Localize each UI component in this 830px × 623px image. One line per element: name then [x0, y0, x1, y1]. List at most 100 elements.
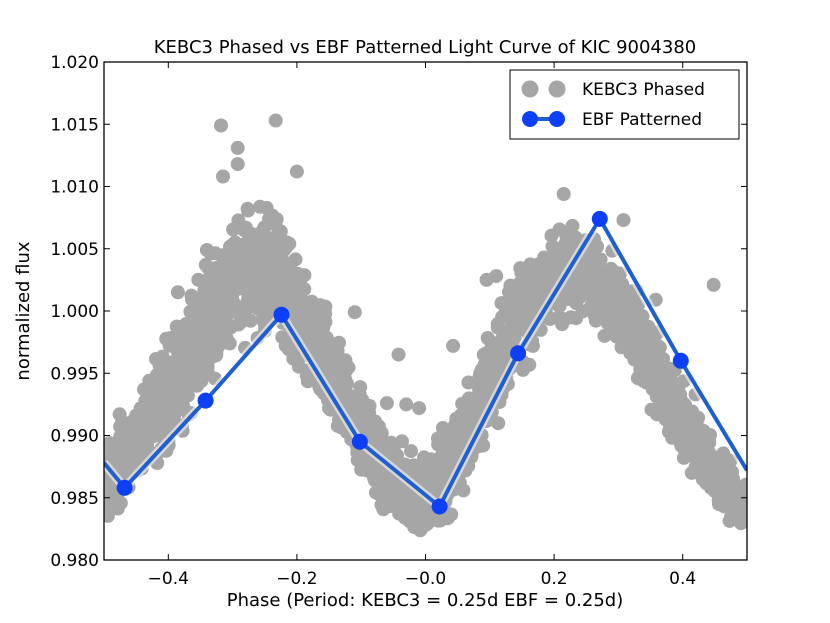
kebc3-point-2348 — [217, 302, 231, 317]
kebc3-point-2365 — [227, 254, 242, 269]
kebc3-point-2403 — [230, 157, 245, 172]
kebc3-point-2316 — [469, 394, 484, 408]
kebc3-point-1856 — [378, 474, 393, 489]
kebc3-point-2418 — [170, 285, 185, 300]
kebc3-point-2410 — [616, 213, 631, 228]
kebc3-point-2360 — [526, 289, 541, 304]
x-tick-label-4: 0.4 — [669, 569, 696, 589]
kebc3-point-1143 — [241, 203, 255, 218]
ebf-point-5 — [431, 498, 448, 515]
kebc3-point-2412 — [379, 396, 394, 411]
kebc3-point-2351 — [110, 435, 125, 450]
kebc3-point-2096 — [163, 331, 178, 345]
kebc3-point-1638 — [491, 416, 506, 431]
kebc3-point-2377 — [302, 302, 317, 317]
kebc3-point-2275 — [165, 400, 179, 415]
kebc3-point-2018 — [660, 375, 675, 390]
axis-ticks: −0.4 −0.2 −0.0 0.2 0.4 0.980 0.985 0.990 0.995 1.… — [50, 53, 747, 589]
kebc3-point-2366 — [392, 506, 407, 521]
kebc3-point-2381 — [592, 268, 607, 283]
kebc3-point-2370 — [281, 266, 296, 281]
ebf-marker-layer — [116, 210, 689, 515]
kebc3-point-2419 — [199, 243, 214, 257]
kebc3-point-1871 — [112, 407, 127, 422]
kebc3-point-2282 — [104, 444, 115, 459]
kebc3-point-1806 — [226, 222, 241, 237]
kebc3-point-2371 — [118, 418, 133, 433]
kebc3-point-2413 — [399, 397, 414, 412]
legend-ebf-label: EBF Patterned — [582, 110, 702, 130]
kebc3-point-2339 — [688, 429, 703, 444]
kebc3-point-2312 — [680, 416, 695, 431]
kebc3-point-2336 — [406, 458, 421, 473]
kebc3-point-2346 — [659, 365, 674, 380]
kebc3-point-2131 — [355, 392, 370, 407]
kebc3-point-2234 — [287, 309, 302, 324]
kebc3-point-2222 — [719, 460, 734, 475]
kebc3-point-2396 — [606, 307, 621, 322]
kebc3-point-2093 — [449, 411, 464, 426]
kebc3-point-1515 — [575, 304, 590, 319]
kebc3-point-2306 — [648, 364, 663, 379]
ebf-line-layer — [104, 214, 747, 511]
kebc3-point-2411 — [706, 277, 721, 292]
kebc3-point-2330 — [538, 251, 553, 266]
kebc3-point-2205 — [269, 262, 284, 277]
x-tick-label-0: −0.4 — [148, 569, 189, 589]
kebc3-point-2216 — [152, 403, 166, 418]
kebc3-point-2320 — [320, 335, 335, 350]
kebc3-point-1932 — [354, 462, 369, 477]
ebf-point-3 — [273, 306, 290, 323]
y-tick-label-8: 1.020 — [50, 53, 99, 73]
y-tick-label-4: 1.000 — [50, 302, 99, 322]
kebc3-point-2059 — [716, 446, 731, 461]
y-tick-label-5: 1.005 — [50, 240, 99, 260]
kebc3-point-2175 — [354, 451, 369, 466]
kebc3-point-2364 — [720, 492, 735, 506]
kebc3-point-2132 — [195, 362, 210, 377]
kebc3-point-2083 — [413, 503, 427, 518]
kebc3-point-2383 — [693, 459, 708, 474]
kebc3-point-2409 — [556, 187, 571, 201]
kebc3-point-2387 — [615, 338, 630, 352]
chart-title: KEBC3 Phased vs EBF Patterned Light Curv… — [154, 37, 696, 58]
kebc3-point-2394 — [215, 284, 230, 299]
kebc3-point-2144 — [315, 304, 330, 319]
kebc3-point-2291 — [241, 288, 256, 303]
kebc3-point-2388 — [689, 441, 704, 456]
kebc3-point-2347 — [657, 402, 672, 417]
kebc3-point-2302 — [516, 362, 530, 377]
kebc3-point-2376 — [249, 258, 264, 273]
kebc3-point-2100 — [340, 376, 354, 391]
kebc3-point-1312 — [404, 444, 418, 459]
kebc3-point-2399 — [138, 393, 153, 408]
kebc3-point-2386 — [431, 455, 446, 470]
y-axis-label: normalized flux — [13, 241, 34, 380]
kebc3-point-2322 — [684, 405, 699, 420]
legend: KEBC3 Phased EBF Patterned — [509, 69, 740, 140]
kebc3-point-2317 — [632, 334, 647, 349]
kebc3-point-2344 — [633, 357, 648, 372]
y-tick-label-1: 0.985 — [50, 489, 99, 509]
kebc3-point-1491 — [494, 296, 509, 311]
kebc3-point-1991 — [371, 486, 386, 501]
legend-box — [509, 69, 740, 140]
ebf-point-4 — [351, 433, 368, 450]
legend-kebc3-marker-1 — [521, 80, 539, 98]
kebc3-point-2303 — [662, 422, 677, 437]
kebc3-point-2136 — [260, 290, 275, 305]
kebc3-point-1980 — [507, 331, 522, 345]
kebc3-point-1700 — [209, 348, 224, 363]
kebc3-point-2273 — [273, 224, 288, 239]
ebf-point-8 — [672, 352, 689, 369]
kebc3-point-2170 — [231, 281, 246, 296]
kebc3-point-2265 — [185, 351, 200, 366]
kebc3-point-2254 — [237, 308, 252, 323]
kebc3-point-2218 — [556, 290, 571, 305]
kebc3-point-2393 — [190, 339, 205, 353]
kebc3-point-2268 — [587, 304, 602, 319]
kebc3-point-2408 — [446, 338, 461, 353]
kebc3-point-1778 — [150, 367, 164, 382]
kebc3-point-1948 — [269, 212, 284, 227]
kebc3-point-2349 — [134, 409, 149, 424]
